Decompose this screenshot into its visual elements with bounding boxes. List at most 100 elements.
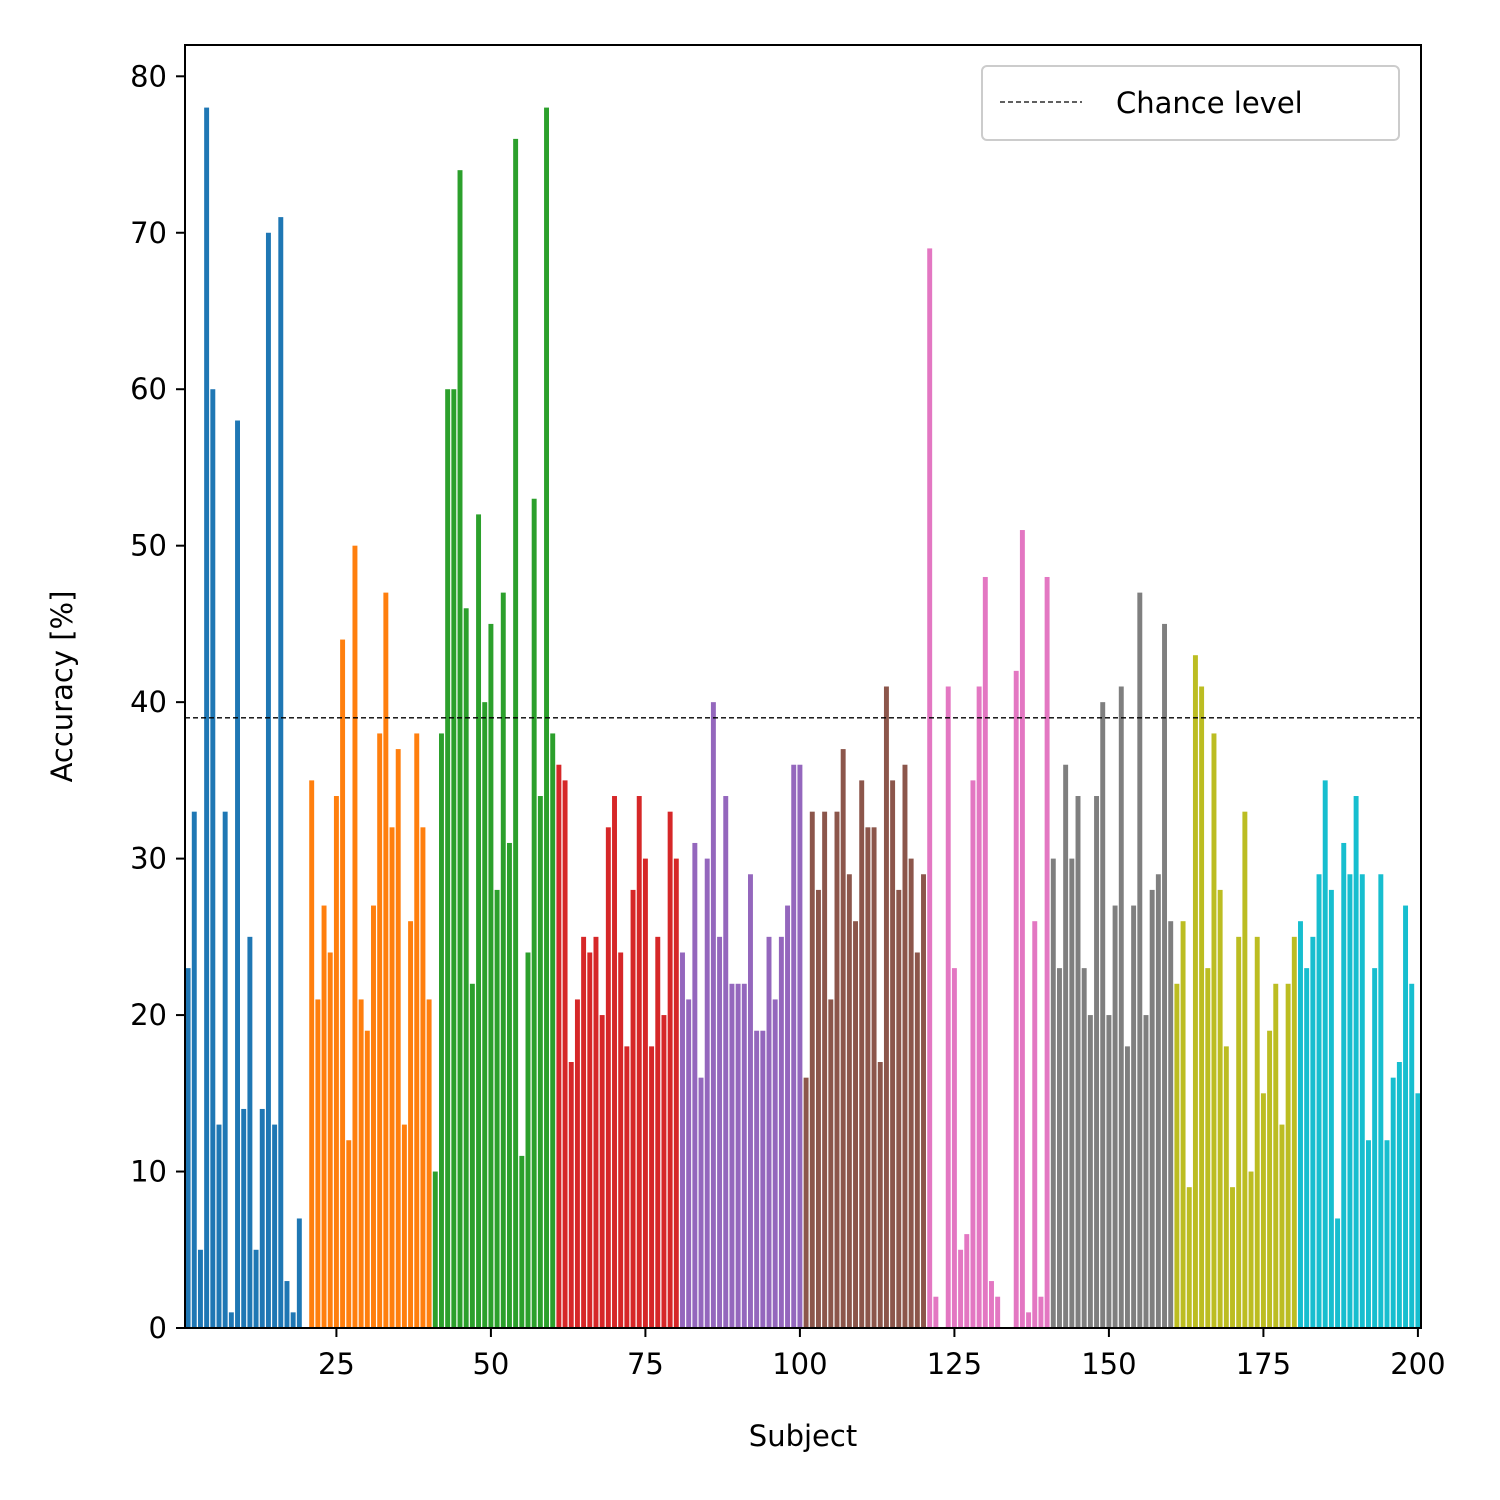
bar-subject-22	[315, 999, 321, 1328]
bar-subject-72	[624, 1046, 630, 1328]
bar-subject-44	[451, 389, 457, 1329]
bar-subject-93	[754, 1030, 760, 1328]
bar-subject-34	[389, 827, 395, 1328]
bar-subject-19	[296, 1218, 302, 1328]
bar-subject-15	[272, 1124, 278, 1328]
bar-subject-150	[1106, 1015, 1112, 1328]
bar-subject-117	[902, 764, 908, 1328]
bar-subject-162	[1180, 921, 1186, 1328]
bar-subject-182	[1304, 968, 1310, 1328]
bar-subject-88	[723, 796, 729, 1328]
bar-subject-127	[964, 1234, 970, 1328]
y-tick-label: 10	[130, 1155, 167, 1189]
bar-subject-118	[908, 858, 914, 1328]
bar-subject-144	[1069, 858, 1075, 1328]
bar-subject-124	[945, 686, 951, 1328]
bar-subject-160	[1168, 921, 1174, 1328]
bar-subject-196	[1390, 1077, 1396, 1328]
x-axis-label: Subject	[749, 1419, 857, 1453]
bar-subject-73	[630, 889, 636, 1328]
x-tick-label: 50	[472, 1347, 509, 1381]
bar-subject-193	[1372, 968, 1378, 1328]
bar-subject-151	[1112, 905, 1118, 1328]
bar-subject-114	[883, 686, 889, 1328]
bar-subject-86	[710, 702, 716, 1328]
x-tick-label: 125	[927, 1347, 982, 1381]
bar-subject-146	[1081, 968, 1087, 1328]
bar-subject-185	[1322, 780, 1328, 1328]
bar-subject-51	[494, 889, 500, 1328]
bar-subject-74	[636, 796, 642, 1328]
bar-subject-106	[834, 811, 840, 1328]
bar-subject-176	[1267, 1030, 1273, 1328]
bar-subject-67	[593, 936, 599, 1328]
bar-subject-64	[574, 999, 580, 1328]
bar-subject-145	[1075, 796, 1081, 1328]
bar-subject-138	[1032, 921, 1038, 1328]
bar-subject-198	[1403, 905, 1409, 1328]
bar-subject-81	[680, 952, 685, 1328]
bar-subject-135	[1013, 670, 1019, 1328]
bar-subject-104	[822, 811, 828, 1328]
bar-subject-136	[1019, 530, 1025, 1328]
bar-subject-40	[426, 999, 432, 1328]
bar-subject-183	[1310, 936, 1316, 1328]
bar-subject-70	[612, 796, 617, 1328]
x-tick-label: 175	[1236, 1347, 1291, 1381]
bar-subject-36	[401, 1124, 407, 1328]
bar-subject-37	[408, 921, 414, 1328]
bar-subject-54	[513, 138, 519, 1328]
bar-subject-158	[1155, 874, 1161, 1328]
bar-subject-157	[1149, 889, 1155, 1328]
bar-subject-62	[562, 780, 568, 1328]
bar-subject-1	[185, 968, 191, 1328]
bar-subject-149	[1100, 702, 1106, 1328]
bar-subject-139	[1038, 1296, 1044, 1328]
bar-subject-122	[933, 1296, 939, 1328]
bar-subject-110	[859, 780, 865, 1328]
bar-subject-9	[235, 420, 240, 1328]
bar-subject-28	[352, 545, 358, 1328]
bar-subject-60	[550, 733, 556, 1328]
bar-subject-25	[333, 796, 339, 1328]
legend-chance-level-label: Chance level	[1116, 86, 1303, 120]
bar-subject-21	[309, 780, 315, 1328]
bar-subject-33	[383, 592, 389, 1328]
bar-subject-16	[278, 217, 284, 1329]
bar-subject-180	[1291, 936, 1297, 1328]
bar-subject-14	[265, 232, 271, 1328]
bar-subject-96	[772, 999, 778, 1328]
bar-subject-11	[247, 936, 253, 1328]
bar-subject-69	[605, 827, 611, 1328]
bar-subject-167	[1211, 733, 1217, 1328]
bar-subject-101	[803, 1077, 809, 1328]
bar-subject-48	[476, 514, 482, 1328]
bar-subject-77	[655, 936, 661, 1328]
bar-subject-12	[253, 1249, 259, 1328]
bar-subject-103	[815, 889, 821, 1328]
bar-subject-23	[321, 905, 327, 1328]
bar-subject-126	[958, 1249, 964, 1328]
bar-subject-97	[778, 936, 784, 1328]
bar-subject-29	[358, 999, 364, 1328]
legend-box	[981, 65, 1400, 141]
bar-subject-191	[1359, 874, 1365, 1328]
bar-subject-66	[587, 952, 593, 1328]
bar-subject-89	[729, 983, 735, 1328]
bar-subject-35	[395, 749, 401, 1328]
bar-subject-42	[439, 733, 444, 1328]
bar-subject-188	[1341, 842, 1347, 1328]
bar-subject-147	[1087, 1015, 1093, 1328]
bar-subject-45	[457, 170, 463, 1328]
bar-subject-47	[469, 983, 475, 1328]
bar-subject-116	[896, 889, 902, 1328]
bar-subject-189	[1347, 874, 1353, 1328]
bar-subject-6	[216, 1124, 222, 1328]
bar-subject-39	[420, 827, 426, 1328]
bar-subject-71	[618, 952, 624, 1328]
x-tick-label: 150	[1081, 1347, 1136, 1381]
bar-subject-155	[1137, 592, 1143, 1328]
bar-subject-92	[748, 874, 753, 1328]
bar-subject-99	[791, 764, 797, 1328]
